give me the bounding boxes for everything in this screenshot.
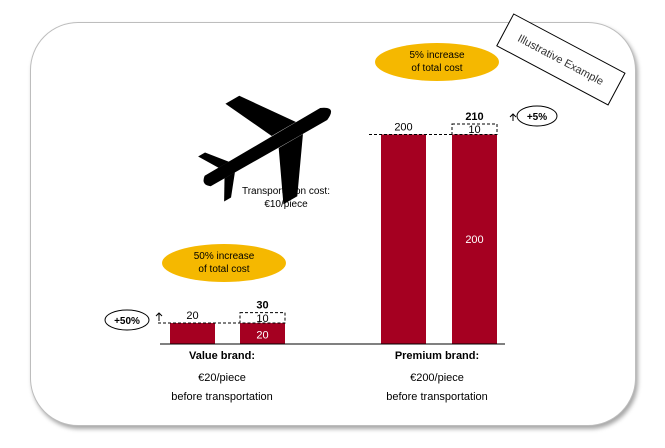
premium-change-text: +5% [527, 112, 547, 123]
callout-premium-line2: of total cost [411, 63, 462, 74]
callout-value: 50% increase of total cost [162, 244, 286, 282]
callout-premium: 5% increase of total cost [375, 43, 499, 81]
transport-cost-caption: Transportation cost: [242, 186, 330, 197]
example-panel [30, 22, 636, 426]
callout-premium-line1: 5% increase [409, 50, 464, 61]
callout-value-line1: 50% increase [194, 251, 255, 262]
premium-brand-note: before transportation [386, 391, 488, 403]
premium-transport-label: 10 [468, 124, 480, 136]
value-base-label: 20 [186, 310, 198, 322]
value-product-label: 20 [256, 330, 268, 342]
premium-change-badge: +5% [516, 105, 558, 127]
bars-layer [158, 123, 498, 344]
value-brand-price: €20/piece [198, 372, 246, 384]
value-transport-label: 10 [256, 313, 268, 325]
value-total-label: 30 [256, 300, 268, 312]
premium-brand-price: €200/piece [410, 372, 464, 384]
bar-value-product [240, 323, 285, 344]
bar-value-transport [239, 312, 286, 324]
premium-brand-label: Premium brand: [395, 350, 479, 362]
transport-cost-value: €10/piece [264, 199, 308, 210]
value-up-arrow-icon [155, 312, 163, 321]
value-brand-label: Value brand: [189, 350, 255, 362]
bar-value-before [170, 323, 215, 344]
bar-premium-transport [451, 123, 498, 135]
bar-premium-before [381, 134, 426, 344]
value-change-text: +50% [114, 316, 140, 327]
value-change-badge: +50% [104, 309, 150, 331]
illustrative-stamp: Illustrative Example [496, 13, 626, 106]
bar-premium-product [452, 134, 497, 344]
stamp-box [496, 13, 626, 106]
premium-total-label: 210 [465, 111, 483, 123]
premium-product-label: 200 [465, 234, 483, 246]
value-brand-note: before transportation [171, 391, 273, 403]
premium-base-label: 200 [394, 121, 412, 133]
premium-up-arrow-icon [509, 113, 517, 121]
callout-value-line2: of total cost [198, 264, 249, 275]
airplane-icon [198, 95, 332, 205]
